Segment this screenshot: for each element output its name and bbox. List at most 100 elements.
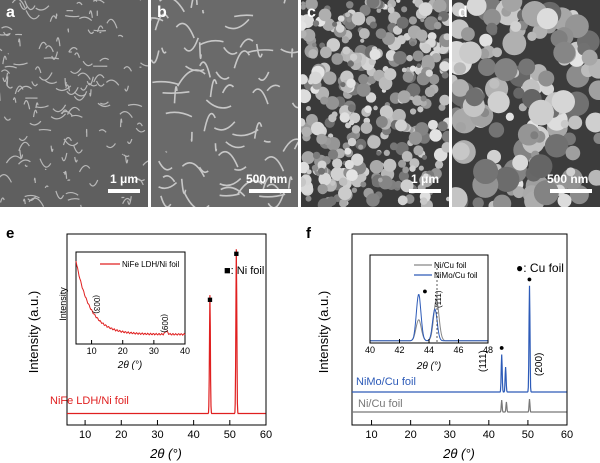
plot-frame-f	[351, 233, 568, 426]
inset-x-label-e: 2θ (°)	[117, 360, 142, 371]
nanosheet-texture	[50, 113, 67, 120]
nanosheet-texture	[215, 71, 230, 80]
particle-texture	[305, 106, 311, 112]
particle-texture	[565, 145, 581, 161]
particle-texture	[505, 112, 514, 121]
inset-x-tick-label-e: 10	[87, 346, 97, 356]
x-tick-label-f: 60	[561, 429, 573, 441]
y-axis-label-f: Intensity (a.u.)	[316, 291, 331, 373]
particle-texture	[398, 171, 410, 182]
particle-texture	[452, 142, 470, 161]
nanosheet-texture	[106, 143, 116, 149]
series-line-ni-cu	[352, 398, 567, 413]
particle-texture	[513, 87, 525, 99]
nanosheet-texture	[38, 41, 47, 50]
nanosheet-texture	[217, 150, 239, 168]
particle-texture	[318, 8, 332, 22]
nanosheet-texture	[74, 156, 78, 163]
inset-x-tick-label-e: 40	[180, 346, 190, 356]
scale-bar-c	[409, 189, 441, 193]
nanosheet-texture	[76, 1, 83, 6]
nanosheet-texture	[106, 18, 118, 29]
nanosheet-texture	[2, 55, 7, 65]
particle-texture	[486, 22, 498, 35]
nanosheet-texture	[151, 50, 160, 64]
sem-panel-c: c 1 μm	[301, 0, 449, 207]
particle-texture	[311, 164, 319, 172]
particle-texture	[593, 132, 600, 145]
particle-texture	[489, 78, 500, 89]
particle-texture	[351, 187, 358, 193]
particle-texture	[465, 87, 484, 107]
inset-legend-ni-cu: Ni/Cu foil	[434, 261, 467, 270]
nanosheet-texture	[151, 17, 164, 22]
cu-foil-marker-2: ●	[527, 274, 532, 284]
nanosheet-texture	[158, 160, 173, 171]
scale-label-a: 1 μm	[110, 172, 139, 186]
particle-texture	[308, 49, 318, 59]
sem-image-c	[301, 0, 449, 207]
nanosheet-texture	[3, 116, 11, 121]
particle-texture	[538, 70, 555, 87]
nanosheet-texture	[117, 34, 124, 38]
nanosheet-texture	[11, 0, 26, 8]
inset-x-tick-label-e: 30	[149, 346, 159, 356]
panel-label-a: a	[6, 4, 15, 21]
nanosheet-texture	[253, 122, 263, 139]
particle-texture	[340, 81, 346, 88]
nanosheet-texture	[24, 164, 28, 167]
nanosheet-texture	[45, 45, 54, 53]
nanosheet-texture	[258, 71, 270, 81]
nanosheet-texture	[134, 178, 144, 186]
nanosheet-texture	[73, 91, 87, 97]
particle-texture	[383, 149, 390, 157]
particle-texture	[528, 99, 554, 126]
particle-texture	[375, 116, 388, 128]
y-axis-label-e: Intensity (a.u.)	[26, 291, 41, 373]
nanosheet-texture	[282, 138, 298, 152]
x-tick-label-e: 20	[115, 429, 127, 441]
particle-texture	[346, 78, 356, 88]
particle-texture	[338, 186, 352, 201]
particle-texture	[339, 198, 348, 207]
x-tick-label-e: 10	[79, 429, 91, 441]
nanosheet-texture	[127, 103, 143, 108]
x-tick-label-f: 50	[522, 429, 534, 441]
nanosheet-texture	[92, 0, 105, 4]
x-tick-label-f: 30	[444, 429, 456, 441]
particle-texture	[441, 71, 449, 79]
particle-texture	[566, 167, 576, 177]
particle-texture	[360, 38, 365, 43]
particle-texture	[527, 31, 537, 41]
nanosheet-texture	[176, 69, 206, 87]
particle-texture	[369, 48, 381, 60]
particle-texture	[401, 6, 408, 13]
nanosheet-texture	[18, 135, 28, 142]
particle-texture	[418, 165, 424, 171]
x-tick-label-f: 40	[483, 429, 495, 441]
nanosheet-texture	[55, 190, 65, 200]
particle-texture	[544, 133, 569, 158]
nanosheet-texture	[6, 76, 9, 86]
nanosheet-texture	[2, 72, 9, 83]
particle-texture	[358, 28, 370, 39]
particle-texture	[310, 121, 325, 136]
nanosheet-texture	[44, 79, 58, 84]
particle-texture	[488, 122, 505, 138]
nanosheet-texture	[4, 65, 17, 69]
particle-texture	[332, 158, 343, 169]
nanosheet-texture	[221, 84, 235, 94]
nanosheet-texture	[225, 141, 245, 149]
particle-texture	[395, 119, 407, 132]
particle-texture	[408, 16, 417, 25]
particle-texture	[441, 130, 449, 143]
particle-texture	[383, 158, 397, 172]
particle-texture	[429, 129, 442, 142]
nanosheet-texture	[267, 189, 286, 207]
particle-texture	[452, 2, 466, 17]
panel-label-e: e	[6, 225, 14, 242]
particle-texture	[409, 108, 417, 115]
particle-texture	[311, 42, 317, 48]
particle-texture	[301, 15, 305, 23]
inset-y-label-e: Intensity	[58, 287, 68, 321]
